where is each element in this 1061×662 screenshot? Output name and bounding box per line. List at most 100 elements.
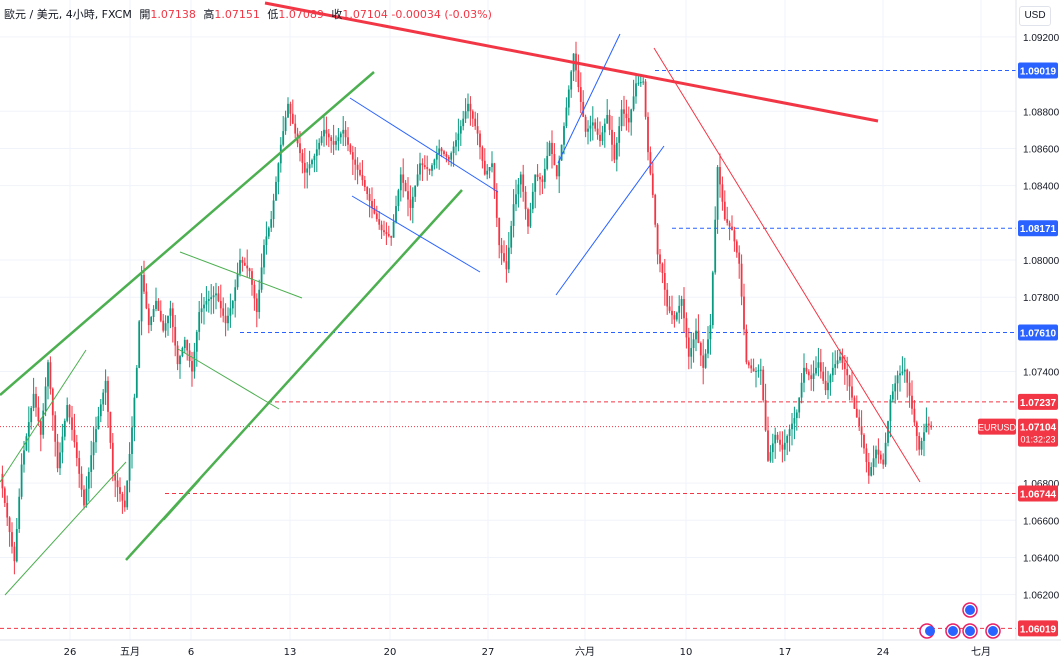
candle-body [896, 375, 899, 384]
candle-body [140, 274, 143, 322]
candle-body [507, 247, 510, 270]
candle-body [59, 452, 61, 469]
candle-body [752, 368, 755, 372]
candle-body [200, 308, 203, 313]
candle-body [107, 380, 109, 412]
candle-body [795, 412, 798, 419]
blue-flag-upper [349, 97, 499, 193]
candle-body [229, 308, 232, 316]
candle-body [848, 375, 851, 387]
close-value: 1.07104 [342, 8, 388, 21]
candle-body [147, 308, 150, 326]
candle-body [263, 245, 265, 268]
candle-body [131, 427, 133, 454]
candle-body [138, 321, 141, 368]
candle-body [656, 224, 659, 255]
candle-body [78, 458, 81, 474]
y-tick-label: 1.08000 [1023, 256, 1060, 267]
candle-body [815, 367, 817, 374]
candle-body [219, 300, 222, 309]
candle-body [721, 184, 724, 202]
candle-body [608, 114, 611, 130]
event-icon [988, 626, 998, 636]
candle-body [30, 408, 33, 423]
candle-body [704, 353, 707, 368]
candle-body [738, 252, 741, 264]
candle-body [839, 356, 841, 361]
price-label: 1.09019 [1020, 67, 1057, 78]
candle-body [203, 304, 205, 309]
blue-flag-lower [351, 195, 481, 273]
high-label: 高 [203, 8, 215, 21]
candle-body [894, 383, 897, 392]
candle-body [632, 96, 635, 110]
candle-body [683, 299, 685, 319]
candle-body [853, 397, 856, 409]
currency-button[interactable]: USD [1019, 6, 1051, 26]
candle-body [361, 174, 364, 181]
candle-body [155, 300, 157, 309]
candle-body [227, 315, 229, 324]
candle-body [767, 430, 769, 461]
candle-body [831, 367, 834, 376]
current-price-box [1018, 418, 1058, 447]
candle-body [903, 369, 906, 372]
candle-body [255, 298, 258, 313]
candle-body [363, 180, 366, 188]
resistance-trendline [264, 1, 879, 123]
candle-body [459, 126, 462, 134]
candle-body [272, 200, 275, 220]
candle-body [243, 262, 246, 266]
candle-body [195, 331, 198, 352]
candle-body [51, 388, 54, 416]
candle-body [431, 165, 433, 171]
candle-body [589, 125, 592, 129]
candle-body [654, 194, 657, 225]
candle-body [402, 174, 405, 183]
price-label-box [1018, 485, 1058, 502]
candle-body [193, 351, 196, 372]
candle-body [567, 89, 570, 108]
candle-body [690, 348, 693, 357]
candle-body [63, 420, 66, 437]
candle-body [301, 153, 304, 163]
candle-body [176, 345, 179, 365]
candle-body [95, 429, 97, 443]
candle-body [39, 421, 42, 435]
candle-body [875, 449, 877, 459]
red-downtrend [653, 47, 921, 483]
candle-body [143, 274, 145, 292]
candle-body [740, 263, 743, 297]
candle-body [750, 365, 753, 369]
open-label: 開 [139, 8, 151, 21]
y-tick-label: 1.06200 [1023, 591, 1060, 602]
candle-body [409, 199, 412, 208]
candle-body [565, 107, 568, 127]
candle-body [164, 323, 167, 331]
candle-body [399, 174, 402, 191]
candle-body [745, 329, 748, 363]
candle-body [289, 103, 292, 114]
symbol-title: 歐元 / 美元, 4小時, FXCM [4, 8, 132, 21]
blue-rise-lower [555, 145, 665, 296]
candle-body [836, 360, 839, 365]
candle-body [771, 443, 774, 453]
green-thin-1 [0, 349, 87, 483]
candle-body [198, 312, 201, 332]
candle-body [481, 147, 484, 161]
candle-body [687, 337, 690, 357]
candle-body [587, 128, 589, 132]
candle-body [66, 405, 69, 421]
candle-body [265, 236, 268, 246]
candle-body [591, 122, 594, 126]
candle-body [731, 226, 733, 231]
candle-body [594, 122, 597, 129]
event-icon [965, 626, 975, 636]
candle-body [335, 141, 337, 145]
candle-body [925, 423, 928, 433]
candle-body [908, 382, 911, 396]
candle-body [13, 546, 16, 562]
candle-body [642, 81, 645, 83]
candle-body [150, 317, 153, 326]
